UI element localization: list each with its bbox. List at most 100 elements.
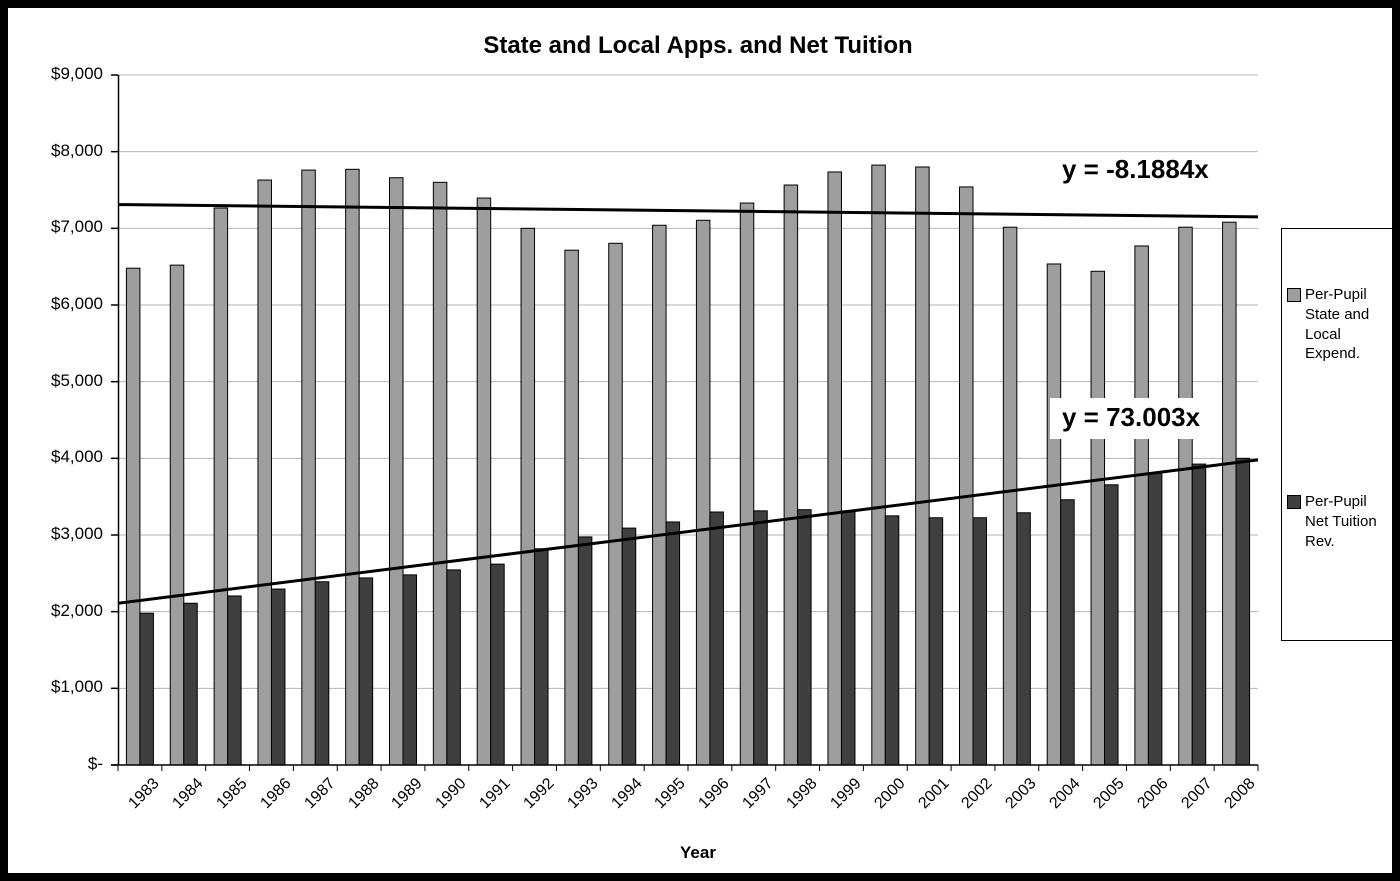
expend-bar-1997 (739, 202, 755, 766)
expend-bar-1994 (608, 242, 623, 766)
x-tick-label-2000: 2000 (871, 775, 909, 813)
x-tick-label-2004: 2004 (1046, 775, 1084, 813)
y-tick-label: $3,000 (51, 524, 103, 543)
tuition-bar-2007 (1191, 463, 1207, 766)
tuition-bar-1991 (490, 563, 505, 766)
x-tick-label-1989: 1989 (388, 775, 427, 813)
y-tick-label: $8,000 (51, 140, 103, 160)
expend-bar-1996 (695, 219, 711, 766)
x-tick-label-1988: 1988 (344, 775, 383, 813)
x-tick-label-2001: 2001 (914, 775, 953, 813)
tuition-bar-1989 (402, 574, 417, 766)
x-tick-label-1994: 1994 (608, 775, 646, 813)
x-tick-label-1999: 1999 (827, 775, 865, 813)
tuition-bar-2008 (1235, 457, 1251, 766)
expend-bar-1999 (827, 171, 842, 766)
x-tick-label-1984: 1984 (169, 775, 207, 813)
expend-bar-1986 (257, 179, 272, 766)
tuition-bar-1996 (709, 511, 724, 766)
expend-bar-2003 (1002, 226, 1018, 766)
legend-item: Per-Pupil Net Tuition Rev. (1287, 492, 1390, 551)
expend-bar-2000 (871, 164, 886, 766)
tuition-bar-2003 (1016, 512, 1031, 766)
expend-bar-2008 (1222, 221, 1237, 766)
legend-item: Per-Pupil State and Local Expend. (1287, 285, 1390, 364)
expend-bar-1987 (301, 169, 316, 766)
trendline-upper (117, 203, 1259, 219)
expend-bar-1989 (389, 177, 404, 766)
tuition-bar-1993 (577, 536, 593, 766)
expend-bar-2007 (1178, 226, 1193, 766)
expend-bar-1983 (125, 267, 141, 766)
tuition-bar-1994 (621, 527, 637, 766)
x-tick-label-2008: 2008 (1221, 775, 1260, 813)
tuition-bar-2004 (1060, 499, 1075, 766)
x-tick-label-2005: 2005 (1090, 775, 1128, 813)
y-tick-label: $- (87, 754, 103, 773)
tuition-bar-1987 (314, 581, 330, 766)
y-tick-label: $9,000 (51, 64, 103, 83)
tuition-bar-1998 (797, 509, 812, 766)
tuition-bar-1984 (183, 602, 198, 766)
chart-title: State and Local Apps. and Net Tuition (483, 32, 913, 59)
tuition-bar-1986 (270, 588, 286, 766)
tuition-bar-1983 (139, 612, 154, 766)
expend-bar-2002 (959, 186, 974, 766)
legend-marker-icon (1287, 495, 1301, 510)
y-tick-label: $7,000 (51, 217, 103, 237)
y-tick-label: $2,000 (51, 600, 103, 620)
x-tick-label-1991: 1991 (476, 775, 514, 813)
expend-bar-1988 (345, 168, 360, 766)
y-tick-label: $5,000 (51, 370, 103, 390)
expend-bar-2005 (1090, 270, 1106, 766)
tuition-bar-1985 (227, 595, 242, 766)
x-tick-label-1990: 1990 (432, 775, 470, 813)
tuition-bar-2002 (972, 517, 987, 766)
x-tick-label-1983: 1983 (125, 775, 163, 813)
tuition-bar-2005 (1104, 484, 1119, 766)
x-tick-label-1995: 1995 (651, 775, 690, 813)
x-tick-label-1998: 1998 (783, 775, 821, 813)
x-tick-label-1987: 1987 (301, 775, 339, 813)
expend-bar-1985 (213, 207, 229, 766)
trendline-lower (117, 458, 1259, 605)
expend-bar-1993 (564, 249, 579, 766)
x-tick-label-2002: 2002 (958, 775, 997, 813)
y-tick-label: $6,000 (51, 294, 103, 313)
plot-area (111, 74, 1259, 771)
tuition-bar-2006 (1147, 472, 1163, 766)
tuition-bar-2000 (884, 515, 900, 766)
tuition-bar-1995 (665, 521, 681, 766)
expend-bar-1995 (652, 224, 667, 766)
tuition-bar-2001 (928, 517, 944, 766)
y-tick-label: $4,000 (51, 447, 103, 467)
x-tick-label-1986: 1986 (257, 775, 295, 813)
legend: Per-Pupil State and Local Expend. Per-Pup… (1281, 228, 1393, 641)
tuition-bar-1990 (446, 569, 461, 766)
x-tick-label-1997: 1997 (739, 775, 777, 813)
x-tick-label-1985: 1985 (213, 775, 251, 813)
trendline-equation-lower: y = 73.003x (1050, 398, 1213, 439)
x-axis-title: Year (680, 843, 716, 862)
expend-bar-1991 (476, 197, 492, 766)
expend-bar-2006 (1134, 245, 1149, 766)
x-tick-label-2006: 2006 (1134, 775, 1172, 813)
tuition-bar-1999 (840, 510, 856, 766)
expend-bar-1998 (783, 184, 799, 766)
tuition-bar-1997 (753, 510, 768, 766)
x-tick-label-1996: 1996 (695, 775, 733, 813)
x-tick-label-1992: 1992 (520, 775, 558, 813)
y-tick-label: $1,000 (51, 677, 103, 697)
expend-bar-2001 (915, 166, 930, 766)
trendline-equation-upper: y = -8.1884x (1062, 154, 1209, 184)
legend-label: Per-Pupil Net Tuition Rev. (1305, 493, 1377, 550)
expend-bar-2004 (1046, 263, 1062, 766)
expend-bar-1984 (169, 264, 185, 766)
legend-marker-icon (1287, 288, 1301, 302)
x-tick-label-1993: 1993 (564, 775, 602, 813)
expend-bar-1992 (520, 227, 536, 766)
tuition-bar-1988 (358, 577, 374, 766)
legend-label: Per-Pupil State and Local Expend. (1305, 286, 1370, 363)
expend-bar-1990 (432, 181, 448, 766)
